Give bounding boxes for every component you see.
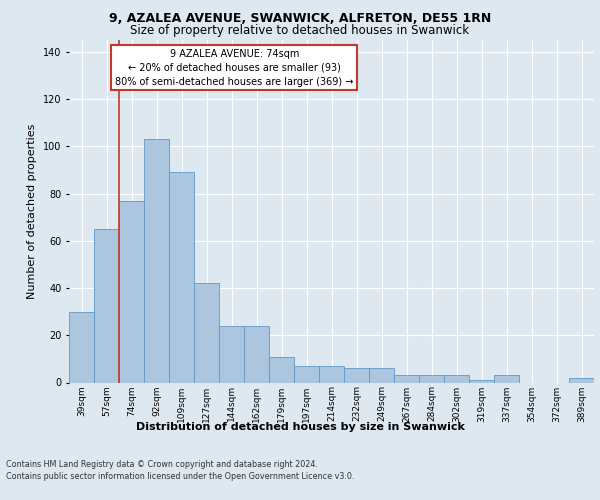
Bar [419,376,444,382]
Bar [119,200,144,382]
Bar [469,380,494,382]
Text: Distribution of detached houses by size in Swanwick: Distribution of detached houses by size … [136,422,464,432]
Bar [144,139,169,382]
Y-axis label: Number of detached properties: Number of detached properties [28,124,37,299]
Bar [69,312,94,382]
Bar [294,366,319,382]
Bar [319,366,344,382]
Bar [444,376,469,382]
Bar [94,229,119,382]
Text: Contains public sector information licensed under the Open Government Licence v3: Contains public sector information licen… [6,472,355,481]
Bar [344,368,369,382]
Text: Contains HM Land Registry data © Crown copyright and database right 2024.: Contains HM Land Registry data © Crown c… [6,460,318,469]
Text: 9 AZALEA AVENUE: 74sqm
← 20% of detached houses are smaller (93)
80% of semi-det: 9 AZALEA AVENUE: 74sqm ← 20% of detached… [115,48,353,86]
Text: 9, AZALEA AVENUE, SWANWICK, ALFRETON, DE55 1RN: 9, AZALEA AVENUE, SWANWICK, ALFRETON, DE… [109,12,491,26]
Bar [169,172,194,382]
Bar [369,368,394,382]
Bar [394,376,419,382]
Bar [194,284,219,382]
Text: Size of property relative to detached houses in Swanwick: Size of property relative to detached ho… [130,24,470,37]
Bar [269,356,294,382]
Bar [244,326,269,382]
Bar [219,326,244,382]
Bar [569,378,594,382]
Bar [494,376,519,382]
